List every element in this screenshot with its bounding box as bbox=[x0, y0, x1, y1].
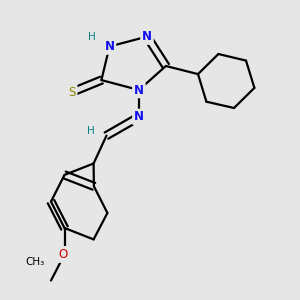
Text: N: N bbox=[104, 40, 115, 53]
Text: N: N bbox=[134, 83, 144, 97]
Text: CH₃: CH₃ bbox=[26, 257, 45, 267]
Text: O: O bbox=[60, 248, 69, 261]
Text: H: H bbox=[87, 125, 94, 136]
Text: O: O bbox=[58, 248, 67, 261]
Text: N: N bbox=[134, 110, 144, 124]
Text: S: S bbox=[68, 85, 76, 99]
Text: H: H bbox=[88, 32, 96, 42]
Text: N: N bbox=[142, 30, 152, 43]
